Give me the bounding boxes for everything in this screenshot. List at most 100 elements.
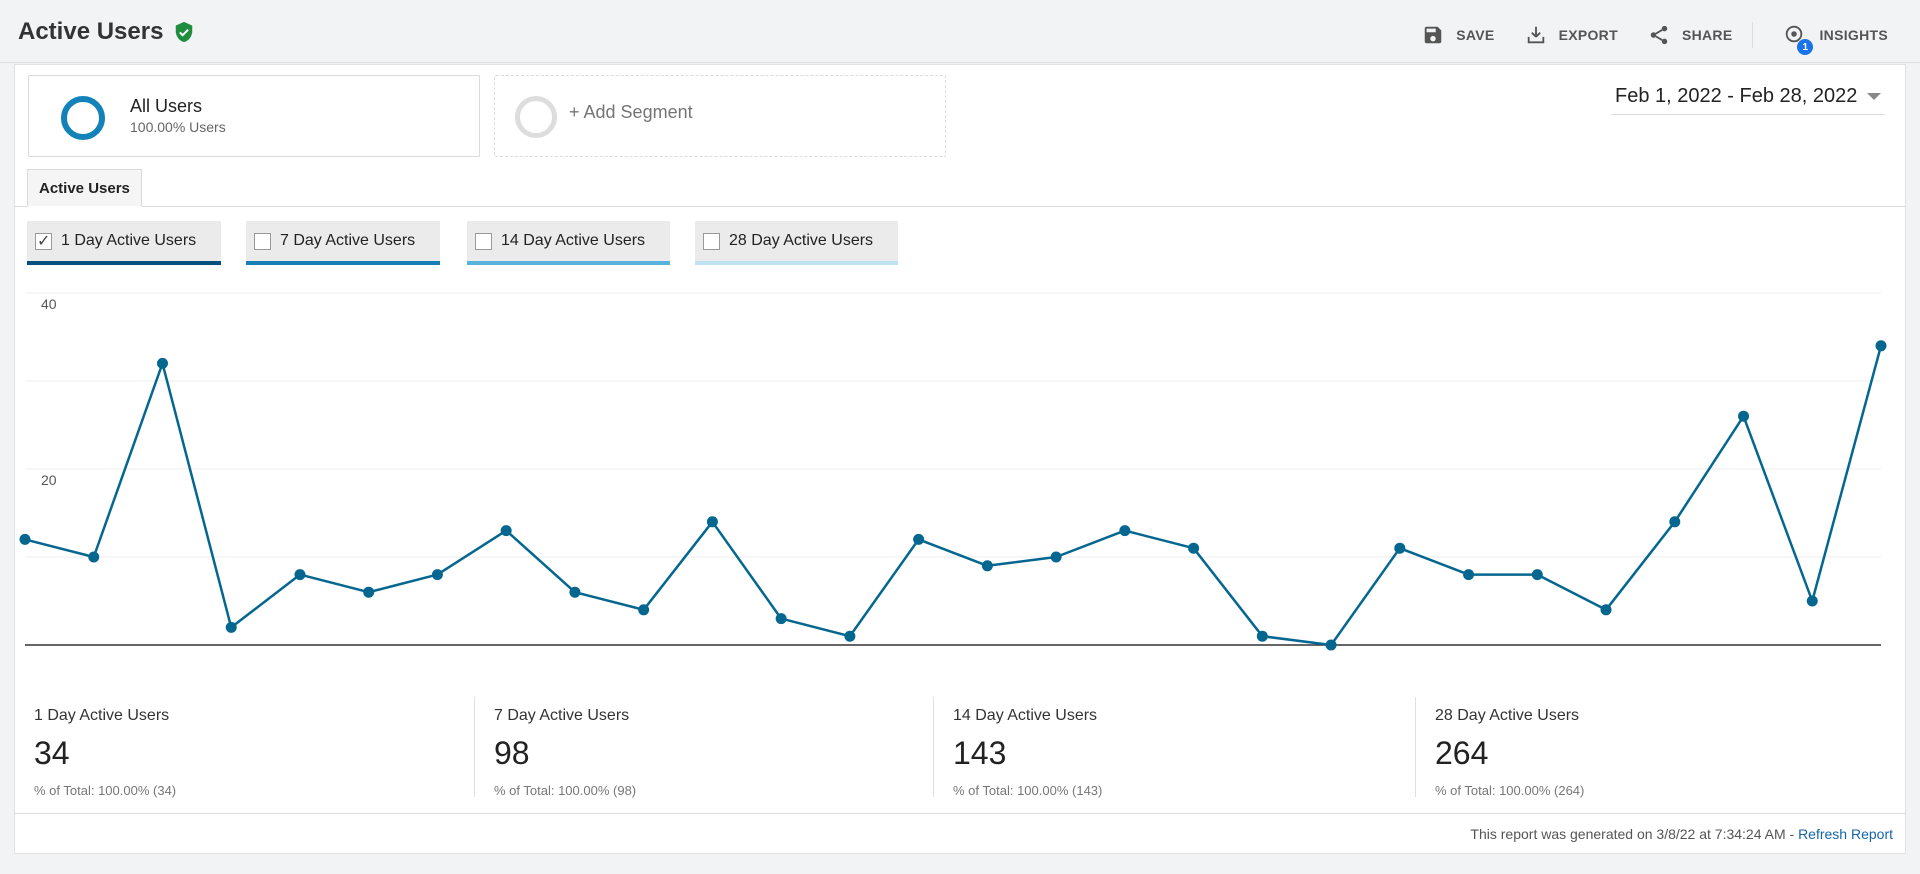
download-icon [1527,26,1544,44]
add-segment-label: + Add Segment [569,102,693,122]
data-point [1119,525,1131,537]
data-point [569,586,581,598]
checkbox[interactable] [703,232,720,250]
page-title-text: Active Users [18,18,164,45]
summary-1-day: 1 Day Active Users 34 % of Total: 100.00… [15,697,474,798]
data-point [775,613,787,625]
y-tick-label: 40 [41,296,57,312]
summary-value: 264 [1435,735,1489,771]
data-point [1875,340,1887,352]
add-segment-button[interactable]: + Add Segment [494,75,946,157]
report-footer: This report was generated on 3/8/22 at 7… [1470,826,1893,842]
summary-value: 98 [494,735,530,771]
metric-tab-1-day[interactable]: 1 Day Active Users [27,221,221,265]
share-label: SHARE [1681,27,1733,43]
summary-value: 34 [34,735,70,771]
tab-active-users[interactable]: Active Users [27,169,142,207]
share-button[interactable]: SHARE [1648,24,1733,46]
checkbox[interactable] [475,232,492,250]
date-range-text: Feb 1, 2022 - Feb 28, 2022 [1615,85,1858,107]
summary-value: 143 [953,735,1007,771]
footer-divider [15,813,1905,814]
export-label: EXPORT [1558,27,1618,43]
data-point [1325,639,1337,651]
save-button[interactable]: SAVE [1422,24,1494,46]
page-title: Active Users [18,18,195,46]
metric-tab-28-day[interactable]: 28 Day Active Users [695,221,898,265]
data-point [981,560,993,572]
segment-name: All Users [130,96,203,116]
data-point [225,621,237,633]
data-point [638,604,650,616]
metric-tab-14-day[interactable]: 14 Day Active Users [467,221,670,265]
report-header: Active Users SAVE EXPORT SHARE 1 INSIGHT… [0,0,1920,63]
data-point [1394,542,1406,554]
refresh-report-link[interactable]: Refresh Report [1798,826,1893,842]
segment-percent: 100.00% Users [130,119,226,135]
actions-divider [1752,22,1754,48]
date-range-picker[interactable]: Feb 1, 2022 - Feb 28, 2022 [1611,79,1885,115]
summary-label: 7 Day Active Users [494,707,630,724]
metric-tab-label: 14 Day Active Users [501,232,646,249]
data-point [1738,410,1750,422]
summary-percent: % of Total: 100.00% (98) [494,783,637,798]
segment-all-users[interactable]: All Users 100.00% Users [28,75,480,157]
save-label: SAVE [1456,27,1495,43]
tab-divider [15,206,1905,207]
insights-badge: 1 [1797,39,1814,55]
metric-color-bar [695,261,898,265]
summary-28-day: 28 Day Active Users 264 % of Total: 100.… [1415,697,1905,798]
data-point [1669,516,1681,528]
checkbox[interactable] [35,231,52,251]
insights-label: INSIGHTS [1819,27,1888,43]
generated-timestamp: This report was generated on 3/8/22 at 7… [1470,826,1799,842]
insights-button[interactable]: 1 INSIGHTS [1783,23,1888,55]
data-point [294,569,306,581]
caret-down-icon [1867,93,1881,100]
data-point [1256,630,1268,642]
metric-color-bar [246,261,440,265]
metric-tab-7-day[interactable]: 7 Day Active Users [246,221,440,265]
series-line [24,345,1883,647]
data-point [913,533,925,545]
summary-percent: % of Total: 100.00% (34) [34,783,177,798]
summary-percent: % of Total: 100.00% (264) [1435,783,1585,798]
metric-color-bar [27,261,221,265]
data-point [500,525,512,537]
data-point [363,586,375,598]
data-point [1188,542,1200,554]
metric-tab-label: 28 Day Active Users [729,232,874,249]
data-point [156,357,168,369]
y-tick-label: 20 [41,472,57,488]
data-point [1600,604,1612,616]
data-point [1050,551,1062,563]
export-button[interactable]: EXPORT [1525,24,1618,46]
summary-7-day: 7 Day Active Users 98 % of Total: 100.00… [474,697,933,798]
data-point [431,569,443,581]
data-point [1806,595,1818,607]
checkbox[interactable] [254,232,271,250]
metric-color-bar [467,261,670,265]
share-icon [1650,25,1668,45]
data-point [706,516,718,528]
verified-shield-icon [173,20,195,44]
metric-tab-label: 1 Day Active Users [61,232,197,249]
report-actions: SAVE EXPORT SHARE 1 INSIGHTS [1392,22,1888,55]
metric-tab-label: 7 Day Active Users [280,232,416,249]
data-point [1463,569,1475,581]
data-point [88,551,100,563]
summary-label: 1 Day Active Users [34,707,170,724]
summary-label: 14 Day Active Users [953,707,1098,724]
report-panel: All Users 100.00% Users + Add Segment Fe… [14,64,1906,854]
summary-percent: % of Total: 100.00% (143) [953,783,1103,798]
data-point [19,533,31,545]
save-icon [1425,26,1442,44]
summary-14-day: 14 Day Active Users 143 % of Total: 100.… [933,697,1415,798]
data-point [844,630,856,642]
summary-label: 28 Day Active Users [1435,707,1580,724]
metric-summary: 1 Day Active Users 34 % of Total: 100.00… [15,697,1905,798]
segment-ring-icon [61,96,105,140]
empty-segment-ring-icon [515,96,557,138]
insights-icon: 1 [1783,23,1814,55]
